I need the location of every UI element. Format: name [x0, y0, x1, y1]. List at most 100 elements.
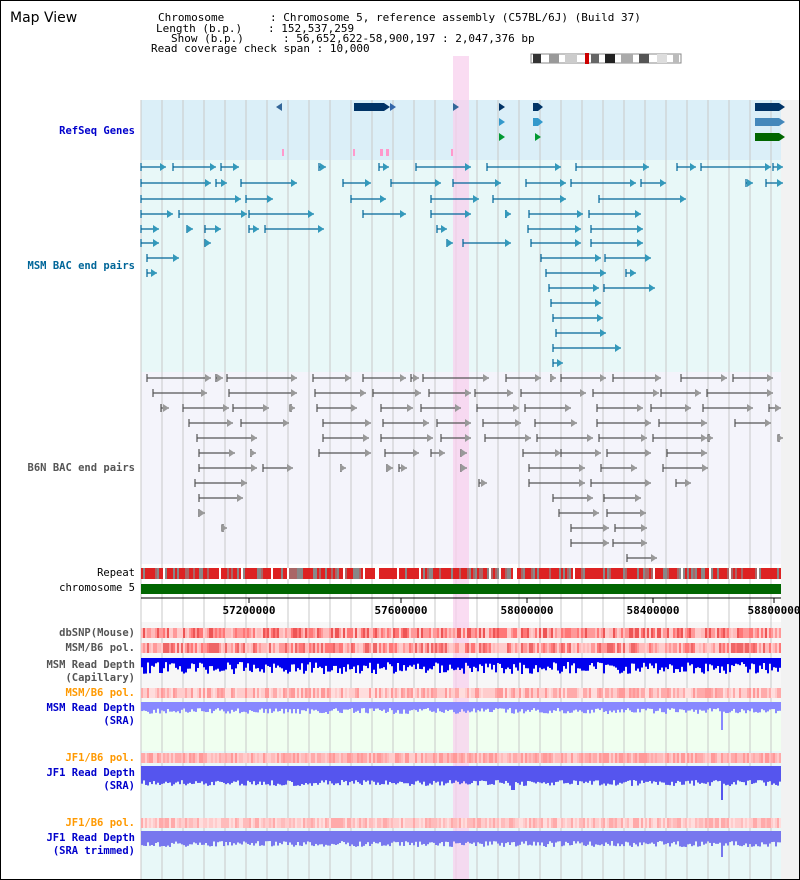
- bac-end-marker: [777, 434, 783, 442]
- bac-end-marker: [447, 239, 453, 247]
- bac-end-marker: [363, 434, 369, 442]
- bac-end-marker: [695, 389, 701, 397]
- bac-end-marker: [229, 449, 235, 457]
- track-label-chromosome[interactable]: chromosome 5: [59, 582, 135, 594]
- msm-bac-pairs: [140, 163, 783, 367]
- bac-end-marker: [435, 179, 441, 187]
- bac-end-marker: [251, 434, 257, 442]
- bac-end-marker: [160, 163, 166, 171]
- bac-end-marker: [587, 494, 593, 502]
- bac-end-marker: [201, 389, 207, 397]
- bac-end-marker: [707, 434, 713, 442]
- bac-end-marker: [250, 449, 256, 457]
- bac-end-marker: [227, 419, 233, 427]
- bac-end-marker: [630, 269, 636, 277]
- axis-tick-label: 58400000: [626, 604, 680, 617]
- bac-end-marker: [210, 163, 216, 171]
- bac-end-marker: [645, 449, 651, 457]
- bac-end-marker: [641, 539, 647, 547]
- bac-end-marker: [701, 419, 707, 427]
- bac-end-marker: [351, 404, 357, 412]
- bac-end-marker: [655, 374, 661, 382]
- track-label-msm-b6-pol-2[interactable]: MSM/B6 pol.: [65, 687, 135, 699]
- bac-end-marker: [555, 449, 561, 457]
- track-label-msm-depth-cap-sub: (Capillary): [65, 672, 135, 684]
- bac-end-marker: [515, 419, 521, 427]
- bac-end-marker: [660, 179, 666, 187]
- bac-end-marker: [593, 284, 599, 292]
- bac-end-marker: [237, 494, 243, 502]
- bac-end-marker: [575, 225, 581, 233]
- bac-end-marker: [701, 434, 707, 442]
- bac-end-marker: [423, 419, 429, 427]
- bac-end-marker: [595, 299, 601, 307]
- repeat-track: [141, 568, 781, 579]
- bac-end-marker: [603, 539, 609, 547]
- bac-end-marker: [401, 464, 407, 472]
- bac-end-marker: [579, 464, 585, 472]
- bac-end-marker: [580, 389, 586, 397]
- bac-end-marker: [701, 449, 707, 457]
- track-label-msm-bac[interactable]: MSM BAC end pairs: [27, 260, 135, 272]
- bac-end-marker: [603, 524, 609, 532]
- bac-end-marker: [320, 163, 326, 171]
- bac-end-marker: [383, 163, 389, 171]
- bac-end-marker: [631, 464, 637, 472]
- bac-end-marker: [205, 179, 211, 187]
- bac-end-marker: [461, 464, 467, 472]
- bac-end-marker: [593, 509, 599, 517]
- axis-tick-label: 57600000: [374, 604, 428, 617]
- bac-end-marker: [291, 179, 297, 187]
- bac-end-marker: [253, 225, 259, 233]
- bac-end-marker: [465, 210, 471, 218]
- track-label-jf1-depth-trim-sub: (SRA trimmed): [52, 845, 135, 857]
- show-value: 56,652,622-58,900,197 : 2,047,376 bp: [296, 32, 535, 45]
- track-label-msm-depth-sra-sub: (SRA): [103, 715, 135, 727]
- bac-end-marker: [577, 210, 583, 218]
- bac-end-marker: [587, 434, 593, 442]
- bac-end-marker: [767, 389, 773, 397]
- bac-end-marker: [318, 225, 324, 233]
- track-label-jf1-b6-pol-2[interactable]: JF1/B6 pol.: [65, 817, 135, 829]
- track-label-jf1-depth-sra-sub: (SRA): [103, 780, 135, 792]
- bac-end-marker: [187, 225, 193, 233]
- track-label-msm-depth-cap[interactable]: MSM Read Depth: [46, 659, 135, 671]
- bac-end-marker: [439, 449, 445, 457]
- track-label-jf1-depth-trim[interactable]: JF1 Read Depth: [46, 832, 135, 844]
- coverage-info: Read coverage check span : 10,000: [151, 42, 370, 55]
- bac-end-marker: [360, 389, 366, 397]
- bac-end-marker: [640, 509, 646, 517]
- bac-end-marker: [235, 195, 241, 203]
- axis-tick-label: 58800000: [747, 604, 800, 617]
- track-label-jf1-depth-sra[interactable]: JF1 Read Depth: [46, 767, 135, 779]
- bac-end-marker: [167, 210, 173, 218]
- bac-end-marker: [525, 434, 531, 442]
- b6n-bac-pairs: [146, 374, 783, 562]
- track-label-jf1-b6-pol-1[interactable]: JF1/B6 pol.: [65, 752, 135, 764]
- bac-end-marker: [199, 509, 205, 517]
- bac-end-marker: [507, 389, 513, 397]
- track-label-refseq[interactable]: RefSeq Genes: [59, 125, 135, 137]
- bac-end-marker: [641, 434, 647, 442]
- bac-end-marker: [400, 210, 406, 218]
- track-label-dbsnp[interactable]: dbSNP(Mouse): [59, 627, 135, 639]
- bac-end-marker: [505, 210, 511, 218]
- data-strips: [141, 628, 781, 857]
- chromosome-value: Chromosome 5, reference assembly (C57BL/…: [283, 11, 641, 24]
- track-label-repeat[interactable]: Repeat: [97, 567, 135, 579]
- bac-end-marker: [473, 195, 479, 203]
- track-label-b6n-bac[interactable]: B6N BAC end pairs: [27, 462, 135, 474]
- bac-end-marker: [579, 479, 585, 487]
- bac-end-marker: [151, 269, 157, 277]
- bac-end-marker: [465, 163, 471, 171]
- length-value: 152,537,259: [281, 22, 355, 35]
- chromosome-ideogram[interactable]: [529, 53, 689, 65]
- bac-end-marker: [413, 449, 419, 457]
- bac-end-marker: [635, 494, 641, 502]
- track-label-msm-b6-pol-1[interactable]: MSM/B6 pol.: [65, 642, 135, 654]
- chromosome-info: Chromosome: Chromosome 5, reference asse…: [151, 12, 641, 23]
- track-label-msm-depth-sra[interactable]: MSM Read Depth: [46, 702, 135, 714]
- bac-end-marker: [287, 464, 293, 472]
- bac-end-marker: [513, 404, 519, 412]
